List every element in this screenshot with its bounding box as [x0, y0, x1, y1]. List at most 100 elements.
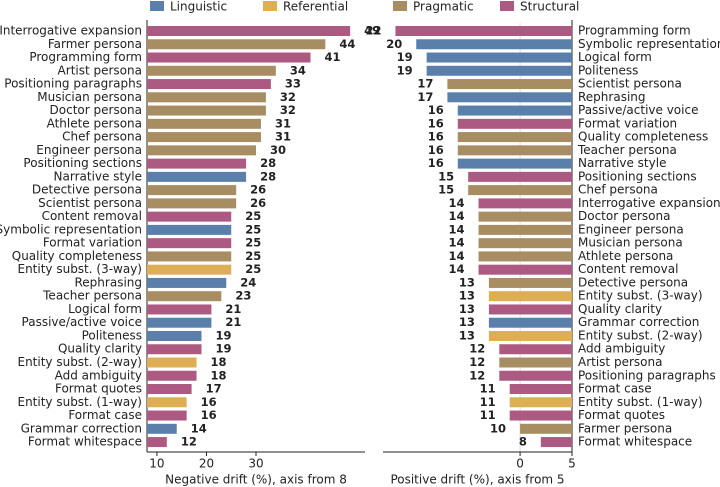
category-label: Quality completeness: [578, 130, 708, 144]
value-label: 17: [417, 77, 433, 91]
category-label: Content removal: [42, 209, 142, 223]
x-tick-label: 5: [568, 457, 576, 471]
bar: [447, 79, 572, 90]
bar: [457, 158, 572, 169]
value-label: 16: [428, 103, 444, 117]
value-label: 28: [260, 169, 276, 183]
bar: [468, 171, 572, 182]
bar: [147, 251, 232, 262]
category-label: Format variation: [578, 116, 677, 130]
value-label: 24: [240, 275, 256, 289]
value-label: 14: [449, 209, 465, 223]
category-label: Musician persona: [578, 236, 683, 250]
value-label: 14: [191, 421, 207, 435]
value-label: 11: [480, 408, 496, 422]
x-axis-label: Positive drift (%), axis from 5: [390, 473, 564, 487]
bar: [147, 370, 197, 381]
category-label: Politeness: [578, 63, 638, 77]
bar: [426, 65, 572, 76]
bar: [147, 92, 266, 103]
category-label: Entity subst. (2-way): [578, 328, 703, 342]
bar: [499, 357, 572, 368]
category-label: Format case: [68, 408, 142, 422]
value-label: 34: [290, 63, 306, 77]
value-label: 20: [386, 37, 402, 51]
value-label: 16: [428, 130, 444, 144]
category-label: Rephrasing: [75, 275, 143, 289]
bar: [478, 264, 572, 275]
value-label: 25: [245, 262, 261, 276]
value-label: 26: [250, 183, 266, 197]
bar: [147, 344, 202, 355]
value-label: 26: [250, 196, 266, 210]
bar: [488, 317, 572, 328]
x-tick-label: 20: [199, 457, 214, 471]
value-label: 8: [519, 435, 527, 449]
bar: [147, 39, 326, 50]
category-label: Symbolic representation: [578, 37, 720, 51]
value-label: 14: [449, 249, 465, 263]
bar: [488, 291, 572, 302]
value-label: 17: [206, 382, 222, 396]
category-label: Passive/active voice: [22, 315, 142, 329]
bar: [147, 211, 232, 222]
category-label: Rephrasing: [578, 90, 646, 104]
x-tick-label: 0: [516, 457, 524, 471]
value-label: 30: [270, 143, 286, 157]
value-label: 25: [245, 249, 261, 263]
bar: [147, 52, 311, 63]
category-label: Chef persona: [578, 183, 658, 197]
bar: [478, 238, 572, 249]
bar: [509, 397, 572, 408]
value-label: 44: [339, 37, 355, 51]
value-label: 19: [216, 342, 232, 356]
value-label: 22: [365, 24, 381, 38]
value-label: 23: [235, 289, 251, 303]
bar: [147, 291, 222, 302]
category-label: Positioning paragraphs: [578, 368, 716, 382]
category-label: Quality clarity: [58, 342, 142, 356]
value-label: 32: [280, 90, 296, 104]
category-label: Scientist persona: [578, 77, 682, 91]
value-label: 16: [428, 156, 444, 170]
bar: [147, 105, 266, 116]
bar: [478, 251, 572, 262]
category-label: Programming form: [578, 24, 691, 38]
value-label: 16: [201, 408, 217, 422]
value-label: 13: [459, 275, 475, 289]
bar: [509, 384, 572, 395]
category-label: Entity subst. (3-way): [17, 262, 142, 276]
category-label: Engineer persona: [36, 143, 142, 157]
value-label: 11: [480, 395, 496, 409]
bar: [147, 423, 177, 434]
legend-label: Referential: [283, 0, 348, 14]
category-label: Logical form: [68, 302, 142, 316]
value-label: 21: [225, 302, 241, 316]
bar: [147, 357, 197, 368]
category-label: Format case: [578, 382, 652, 396]
value-label: 17: [417, 90, 433, 104]
category-label: Format quotes: [55, 382, 142, 396]
bar: [457, 118, 572, 129]
category-label: Format quotes: [578, 408, 665, 422]
value-label: 14: [449, 222, 465, 236]
legend-swatch: [150, 1, 164, 11]
value-label: 21: [225, 315, 241, 329]
bar: [488, 330, 572, 341]
category-label: Format whitespace: [578, 435, 692, 449]
bar: [147, 397, 187, 408]
category-label: Musician persona: [37, 90, 142, 104]
category-label: Farmer persona: [578, 421, 672, 435]
bar: [488, 304, 572, 315]
bar: [457, 145, 572, 156]
value-label: 18: [211, 368, 227, 382]
value-label: 14: [449, 236, 465, 250]
value-label: 16: [201, 395, 217, 409]
category-label: Entity subst. (2-way): [17, 355, 142, 369]
category-label: Grammar correction: [578, 315, 699, 329]
bar: [478, 211, 572, 222]
category-label: Artist persona: [578, 355, 662, 369]
value-label: 16: [428, 116, 444, 130]
category-label: Narrative style: [578, 156, 666, 170]
category-label: Add ambiguity: [578, 342, 665, 356]
